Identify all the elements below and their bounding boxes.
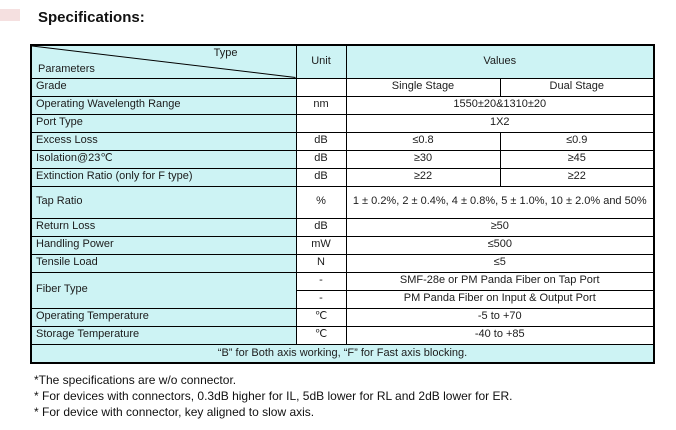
header-unit-cell: Unit bbox=[295, 44, 347, 79]
row-return-loss: Return Loss dB ≥50 bbox=[30, 217, 655, 237]
handling-power-label: Handling Power bbox=[30, 235, 297, 255]
parameters-type-diagonal-cell: Type Parameters bbox=[30, 44, 297, 79]
specifications-table: Type Parameters Unit Values Grade Single… bbox=[30, 44, 656, 364]
return-loss-label: Return Loss bbox=[30, 217, 297, 237]
extinction-ratio-unit: dB bbox=[295, 167, 347, 187]
row-extinction-ratio: Extinction Ratio (only for F type) dB ≥2… bbox=[30, 167, 655, 187]
row-isolation: Isolation@23℃ dB ≥30 ≥45 bbox=[30, 149, 655, 169]
grade-label: Grade bbox=[30, 77, 297, 97]
operating-temperature-value: -5 to +70 bbox=[345, 307, 655, 327]
footnote-3: * For device with connector, key aligned… bbox=[34, 405, 315, 419]
operating-temperature-unit: ℃ bbox=[295, 307, 347, 327]
wavelength-value: 1550±20&1310±20 bbox=[345, 95, 655, 115]
port-type-label: Port Type bbox=[30, 113, 297, 133]
table-header-row: Type Parameters Unit Values bbox=[30, 44, 655, 79]
tensile-load-unit: N bbox=[295, 253, 347, 273]
isolation-single: ≥30 bbox=[345, 149, 501, 169]
header-type-label: Type bbox=[213, 47, 238, 59]
excess-loss-unit: dB bbox=[295, 131, 347, 151]
tap-ratio-label: Tap Ratio bbox=[30, 185, 297, 219]
row-tensile-load: Tensile Load N ≤5 bbox=[30, 253, 655, 273]
isolation-unit: dB bbox=[295, 149, 347, 169]
header-values-cell: Values bbox=[345, 44, 655, 79]
fiber-type-unit-1: - bbox=[295, 271, 347, 291]
storage-temperature-label: Storage Temperature bbox=[30, 325, 297, 345]
extinction-ratio-dual: ≥22 bbox=[499, 167, 655, 187]
footer-note: “B” for Both axis working, “F” for Fast … bbox=[30, 343, 655, 364]
port-type-unit bbox=[295, 113, 347, 133]
tensile-load-label: Tensile Load bbox=[30, 253, 297, 273]
wavelength-label: Operating Wavelength Range bbox=[30, 95, 297, 115]
grade-unit bbox=[295, 77, 347, 97]
row-handling-power: Handling Power mW ≤500 bbox=[30, 235, 655, 255]
footnotes: *The specifications are w/o connector. *… bbox=[34, 372, 512, 420]
port-type-value: 1X2 bbox=[345, 113, 655, 133]
row-excess-loss: Excess Loss dB ≤0.8 ≤0.9 bbox=[30, 131, 655, 151]
row-fiber-type-1: Fiber Type - SMF-28e or PM Panda Fiber o… bbox=[30, 271, 655, 309]
row-storage-temperature: Storage Temperature ℃ -40 to +85 bbox=[30, 325, 655, 345]
grade-dual-stage: Dual Stage bbox=[499, 77, 655, 97]
fiber-type-value-2: PM Panda Fiber on Input & Output Port bbox=[345, 289, 655, 309]
footnote-1: *The specifications are w/o connector. bbox=[34, 373, 237, 387]
header-parameters-label: Parameters bbox=[38, 63, 95, 76]
wavelength-unit: nm bbox=[295, 95, 347, 115]
pink-smudge bbox=[0, 9, 20, 21]
row-wavelength: Operating Wavelength Range nm 1550±20&13… bbox=[30, 95, 655, 115]
isolation-label: Isolation@23℃ bbox=[30, 149, 297, 169]
excess-loss-label: Excess Loss bbox=[30, 131, 297, 151]
row-port-type: Port Type 1X2 bbox=[30, 113, 655, 133]
fiber-type-label: Fiber Type bbox=[30, 271, 297, 309]
isolation-dual: ≥45 bbox=[499, 149, 655, 169]
extinction-ratio-label: Extinction Ratio (only for F type) bbox=[30, 167, 297, 187]
row-tap-ratio: Tap Ratio % 1 ± 0.2%, 2 ± 0.4%, 4 ± 0.8%… bbox=[30, 185, 655, 219]
page-title: Specifications: bbox=[38, 9, 145, 26]
tap-ratio-value: 1 ± 0.2%, 2 ± 0.4%, 4 ± 0.8%, 5 ± 1.0%, … bbox=[345, 185, 655, 219]
grade-single-stage: Single Stage bbox=[345, 77, 501, 97]
operating-temperature-label: Operating Temperature bbox=[30, 307, 297, 327]
handling-power-value: ≤500 bbox=[345, 235, 655, 255]
fiber-type-value-1: SMF-28e or PM Panda Fiber on Tap Port bbox=[345, 271, 655, 291]
excess-loss-dual: ≤0.9 bbox=[499, 131, 655, 151]
diagonal-line bbox=[32, 46, 296, 78]
fiber-type-unit-2: - bbox=[295, 289, 347, 309]
storage-temperature-unit: ℃ bbox=[295, 325, 347, 345]
row-footer-note: “B” for Both axis working, “F” for Fast … bbox=[30, 343, 655, 364]
handling-power-unit: mW bbox=[295, 235, 347, 255]
return-loss-unit: dB bbox=[295, 217, 347, 237]
footnote-2: * For devices with connectors, 0.3dB hig… bbox=[34, 389, 513, 403]
tap-ratio-unit: % bbox=[295, 185, 347, 219]
row-grade: Grade Single Stage Dual Stage bbox=[30, 77, 655, 97]
return-loss-value: ≥50 bbox=[345, 217, 655, 237]
row-operating-temperature: Operating Temperature ℃ -5 to +70 bbox=[30, 307, 655, 327]
excess-loss-single: ≤0.8 bbox=[345, 131, 501, 151]
tensile-load-value: ≤5 bbox=[345, 253, 655, 273]
storage-temperature-value: -40 to +85 bbox=[345, 325, 655, 345]
extinction-ratio-single: ≥22 bbox=[345, 167, 501, 187]
